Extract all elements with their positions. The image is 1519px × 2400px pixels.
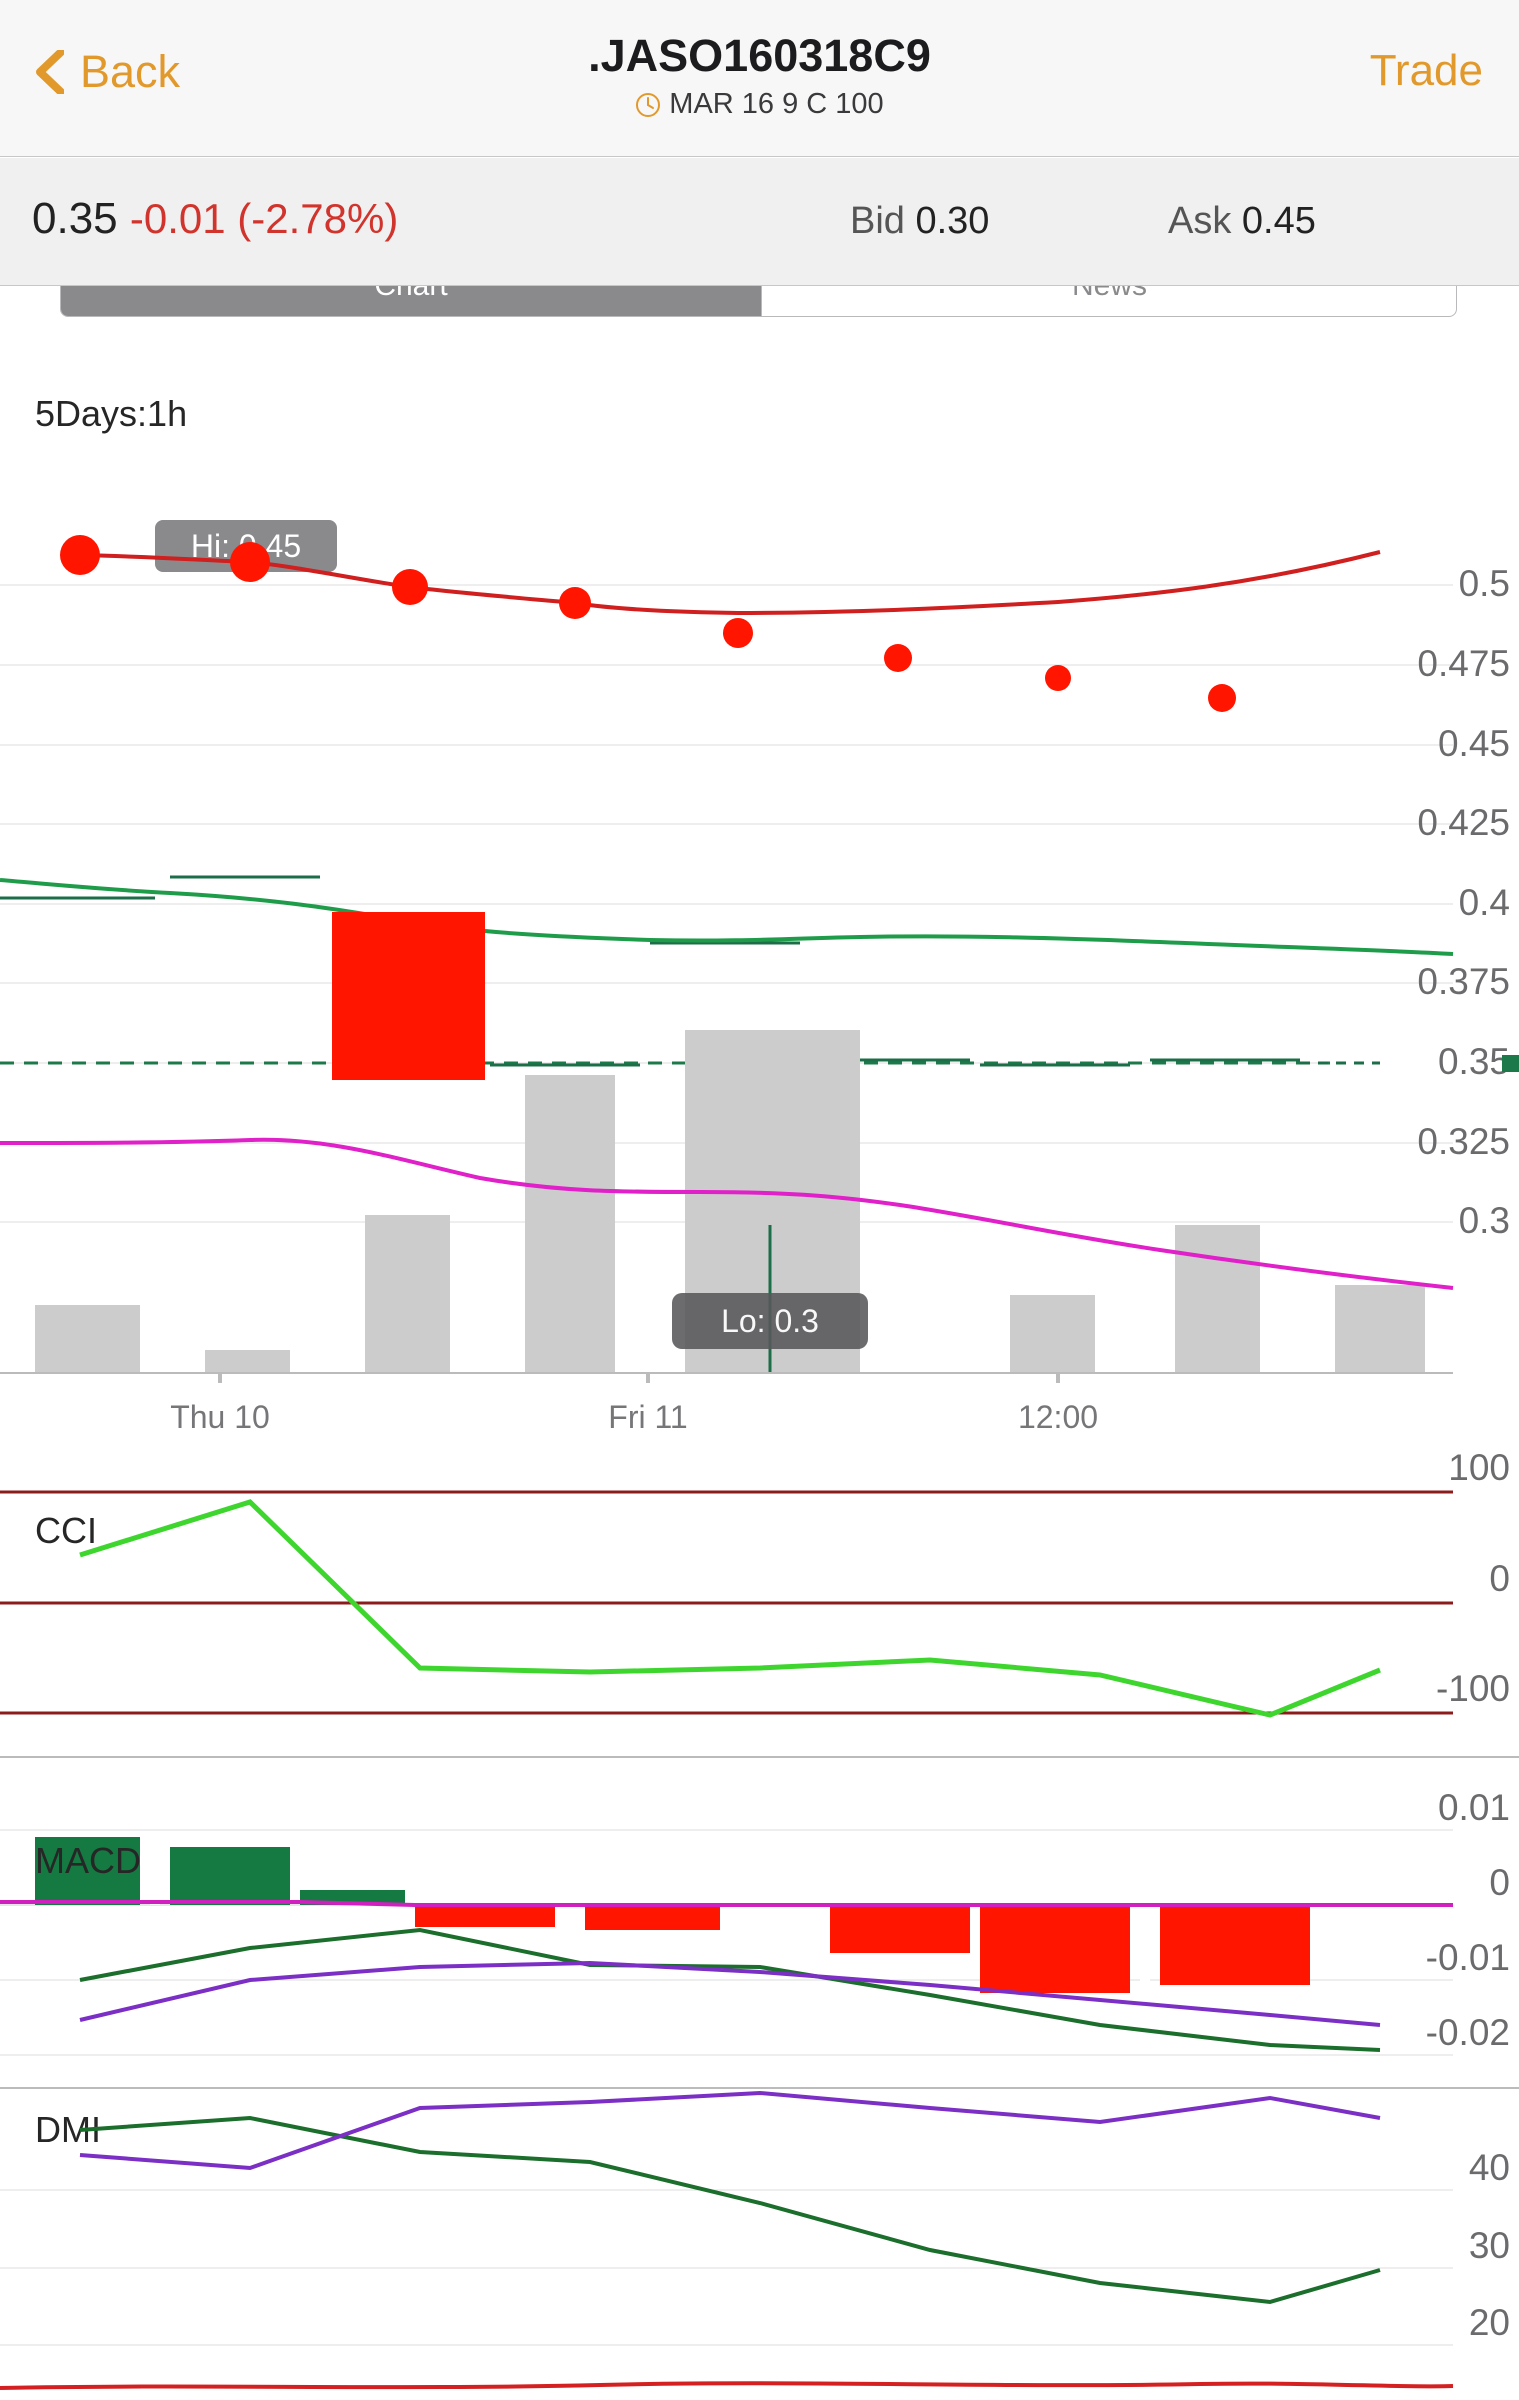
- svg-text:20: 20: [1469, 2302, 1510, 2343]
- svg-text:0: 0: [1489, 1558, 1510, 1599]
- svg-text:30: 30: [1469, 2225, 1510, 2266]
- svg-text:0.35: 0.35: [1438, 1041, 1510, 1082]
- svg-text:Fri 11: Fri 11: [608, 1399, 687, 1435]
- svg-text:0.01: 0.01: [1438, 1787, 1510, 1828]
- svg-text:100: 100: [1448, 1447, 1510, 1488]
- svg-text:0.375: 0.375: [1417, 961, 1510, 1002]
- svg-text:MACD: MACD: [35, 1840, 141, 1881]
- svg-text:40: 40: [1469, 2147, 1510, 2188]
- svg-text:12:00: 12:00: [1018, 1399, 1098, 1435]
- svg-text:0.425: 0.425: [1417, 802, 1510, 843]
- svg-text:0.45: 0.45: [1438, 723, 1510, 764]
- svg-text:0.4: 0.4: [1459, 882, 1510, 923]
- svg-text:Thu 10: Thu 10: [170, 1399, 270, 1435]
- svg-text:0.475: 0.475: [1417, 643, 1510, 684]
- svg-text:0: 0: [1489, 1862, 1510, 1903]
- svg-text:-100: -100: [1436, 1668, 1510, 1709]
- svg-text:-0.01: -0.01: [1426, 1937, 1510, 1978]
- svg-text:-0.02: -0.02: [1426, 2012, 1510, 2053]
- svg-text:0.325: 0.325: [1417, 1121, 1510, 1162]
- svg-text:Lo: 0.3: Lo: 0.3: [721, 1303, 819, 1339]
- svg-text:CCI: CCI: [35, 1510, 97, 1551]
- svg-text:0.5: 0.5: [1459, 563, 1510, 604]
- svg-text:0.3: 0.3: [1459, 1200, 1510, 1241]
